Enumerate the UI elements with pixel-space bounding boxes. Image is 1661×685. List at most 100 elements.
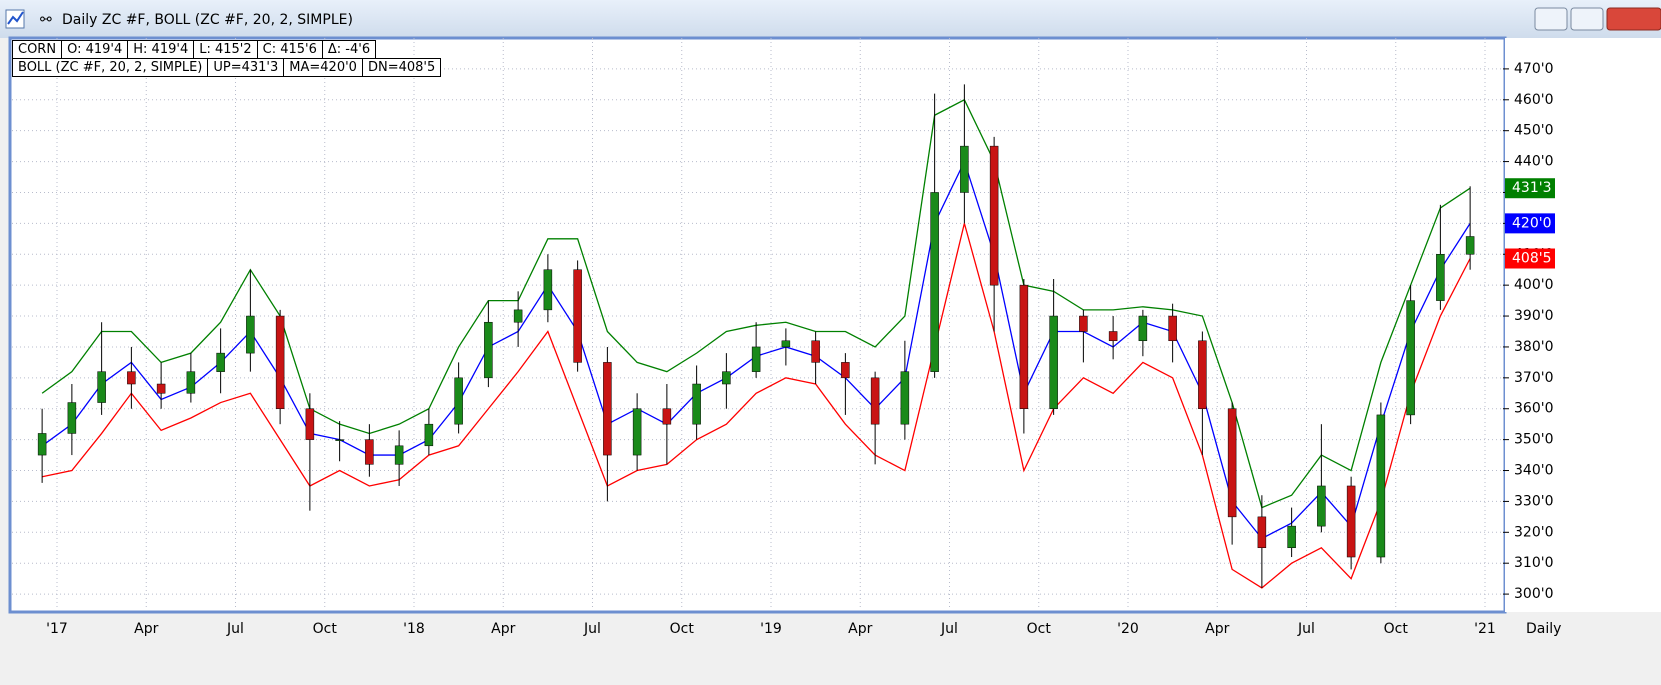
y-tick-label: 300'0 xyxy=(1514,586,1553,602)
candle-body xyxy=(751,346,761,372)
candle-body xyxy=(930,192,939,372)
candle-body xyxy=(67,402,77,434)
info-box: MA=420'0 xyxy=(283,58,363,77)
x-tick-label: Jul xyxy=(226,621,244,637)
price-axis xyxy=(1505,38,1661,612)
y-tick-label: 350'0 xyxy=(1514,432,1553,448)
candle-body xyxy=(811,340,820,363)
candle-body xyxy=(305,408,315,440)
candle-body xyxy=(37,433,47,456)
candle-body xyxy=(900,371,910,425)
candle-body xyxy=(424,423,434,447)
candle-body xyxy=(513,309,523,323)
candle-body xyxy=(662,408,672,425)
y-tick-label: 470'0 xyxy=(1514,61,1553,77)
candle-body xyxy=(1198,340,1207,409)
candle-body xyxy=(603,362,612,456)
x-tick-label: Oct xyxy=(1027,621,1052,637)
last-value-box xyxy=(1505,248,1555,269)
maximize-button[interactable] xyxy=(1570,7,1604,31)
interval-label: Daily xyxy=(1526,621,1561,637)
title-bar xyxy=(0,0,1661,38)
candle-body xyxy=(394,445,404,465)
candle-body xyxy=(97,371,106,403)
close-button[interactable] xyxy=(1606,7,1661,31)
x-tick-label: '20 xyxy=(1117,621,1139,637)
window-title: Daily ZC #F, BOLL (ZC #F, 20, 2, SIMPLE) xyxy=(62,12,353,28)
y-tick-label: 360'0 xyxy=(1514,401,1553,417)
candle-body xyxy=(722,371,731,385)
candle-body xyxy=(1436,254,1445,301)
candle-body xyxy=(1108,331,1118,342)
info-row: BOLL (ZC #F, 20, 2, SIMPLE) UP=431'3 MA=42… xyxy=(12,58,442,77)
x-tick-label: Apr xyxy=(1205,621,1229,637)
info-box: O: 419'4 xyxy=(61,40,129,59)
candle-body xyxy=(1317,485,1326,527)
x-tick-label: Oct xyxy=(1384,621,1409,637)
info-box: H: 419'4 xyxy=(127,40,195,59)
y-tick-label: 370'0 xyxy=(1514,370,1553,386)
last-value-label: 408'5 xyxy=(1512,251,1551,267)
candle-body xyxy=(1257,516,1267,549)
candle-body xyxy=(335,439,344,441)
x-tick-label: '17 xyxy=(46,621,68,637)
candle-body xyxy=(454,377,463,425)
candle-body xyxy=(246,315,255,354)
info-box: CORN xyxy=(12,40,63,59)
y-tick-label: 450'0 xyxy=(1514,123,1553,139)
candle-body xyxy=(1287,525,1296,549)
candle-body xyxy=(841,362,850,379)
x-tick-label: Apr xyxy=(134,621,158,637)
y-tick-label: 330'0 xyxy=(1514,493,1553,509)
candle-body xyxy=(1049,315,1058,409)
candle-body xyxy=(543,269,553,311)
candle-body xyxy=(1168,315,1177,342)
candle-body xyxy=(632,408,642,456)
y-tick-label: 320'0 xyxy=(1514,524,1553,540)
band-line xyxy=(41,223,1471,589)
info-box: Δ: -4'6 xyxy=(321,40,377,59)
x-tick-label: Apr xyxy=(848,621,872,637)
window-icon xyxy=(7,11,24,25)
candle-body xyxy=(1138,315,1148,342)
info-boxes: CORN O: 419'4 H: 419'4 L: 415'2 C: 415'6 Δ: -… xyxy=(12,40,442,77)
minimize-button[interactable] xyxy=(1534,7,1568,31)
info-box: L: 415'2 xyxy=(193,40,258,59)
info-box: UP=431'3 xyxy=(207,58,285,77)
last-value-box xyxy=(1505,213,1555,234)
y-tick-label: 460'0 xyxy=(1514,92,1553,108)
info-box: C: 415'6 xyxy=(256,40,323,59)
candle-body xyxy=(1019,284,1029,409)
candle-body xyxy=(1227,408,1237,518)
info-row: CORN O: 419'4 H: 419'4 L: 415'2 C: 415'6 Δ: -… xyxy=(12,40,440,59)
y-tick-label: 310'0 xyxy=(1514,555,1553,571)
candle-body xyxy=(692,383,701,425)
y-tick-label: 400'0 xyxy=(1514,277,1553,293)
x-tick-label: Apr xyxy=(491,621,515,637)
x-tick-label: Oct xyxy=(313,621,338,637)
candle-body xyxy=(275,315,285,409)
candle-body xyxy=(1465,236,1475,255)
candle-body xyxy=(1376,414,1386,558)
x-tick-label: Jul xyxy=(1297,621,1315,637)
y-tick-label: 440'0 xyxy=(1514,154,1553,170)
candle-body xyxy=(484,321,493,379)
candle-body xyxy=(1346,485,1356,558)
last-value-label: 420'0 xyxy=(1512,215,1551,231)
y-tick-label: 390'0 xyxy=(1514,308,1553,324)
y-tick-label: 340'0 xyxy=(1514,463,1553,479)
candle-body xyxy=(781,340,791,348)
info-box: BOLL (ZC #F, 20, 2, SIMPLE) xyxy=(12,58,209,77)
last-value-box xyxy=(1505,178,1555,199)
candle-body xyxy=(989,145,999,286)
candle-body xyxy=(870,377,880,425)
candle-body xyxy=(365,439,374,465)
x-tick-label: '19 xyxy=(760,621,782,637)
last-value-label: 431'3 xyxy=(1512,180,1551,196)
candle-body xyxy=(216,352,225,372)
y-tick-label: 380'0 xyxy=(1514,339,1553,355)
candle-body xyxy=(186,371,196,394)
candle-body xyxy=(127,371,136,385)
